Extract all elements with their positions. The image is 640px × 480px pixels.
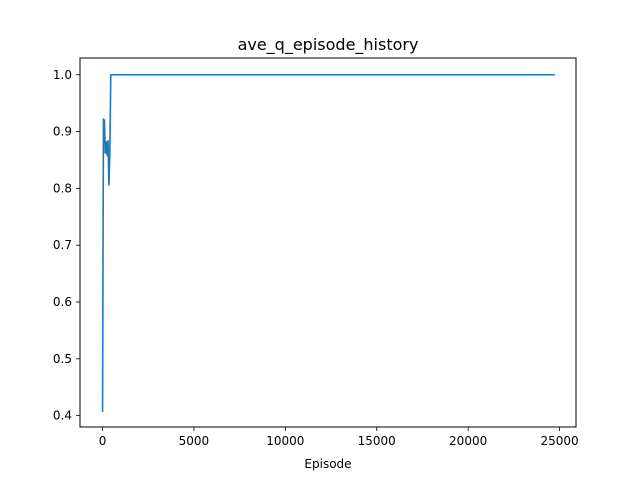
chart-title: ave_q_episode_history: [238, 35, 419, 55]
axes-frame: [79, 57, 577, 428]
y-tick-label: 0.5: [53, 352, 72, 366]
x-tick-label: 15000: [358, 434, 396, 448]
y-tick-label: 0.8: [53, 181, 72, 195]
x-tick-label: 0: [99, 434, 107, 448]
x-axis-label: Episode: [304, 457, 351, 471]
series-line: [101, 73, 555, 412]
x-tick-label: 5000: [179, 434, 210, 448]
y-tick-label: 0.7: [53, 238, 72, 252]
x-tick-label: 10000: [266, 434, 304, 448]
y-tick-label: 0.4: [53, 409, 72, 423]
y-tick-label: 0.9: [53, 125, 72, 139]
y-axis: 0.4 0.5 0.6 0.7 0.8 0.9 1.0: [53, 68, 80, 423]
y-tick-label: 1.0: [53, 68, 72, 82]
x-tick-label: 20000: [449, 434, 487, 448]
x-axis: 0 5000 10000 15000 20000 25000: [99, 427, 579, 448]
plot-area: [101, 73, 555, 412]
x-tick-label: 25000: [540, 434, 578, 448]
y-tick-label: 0.6: [53, 295, 72, 309]
